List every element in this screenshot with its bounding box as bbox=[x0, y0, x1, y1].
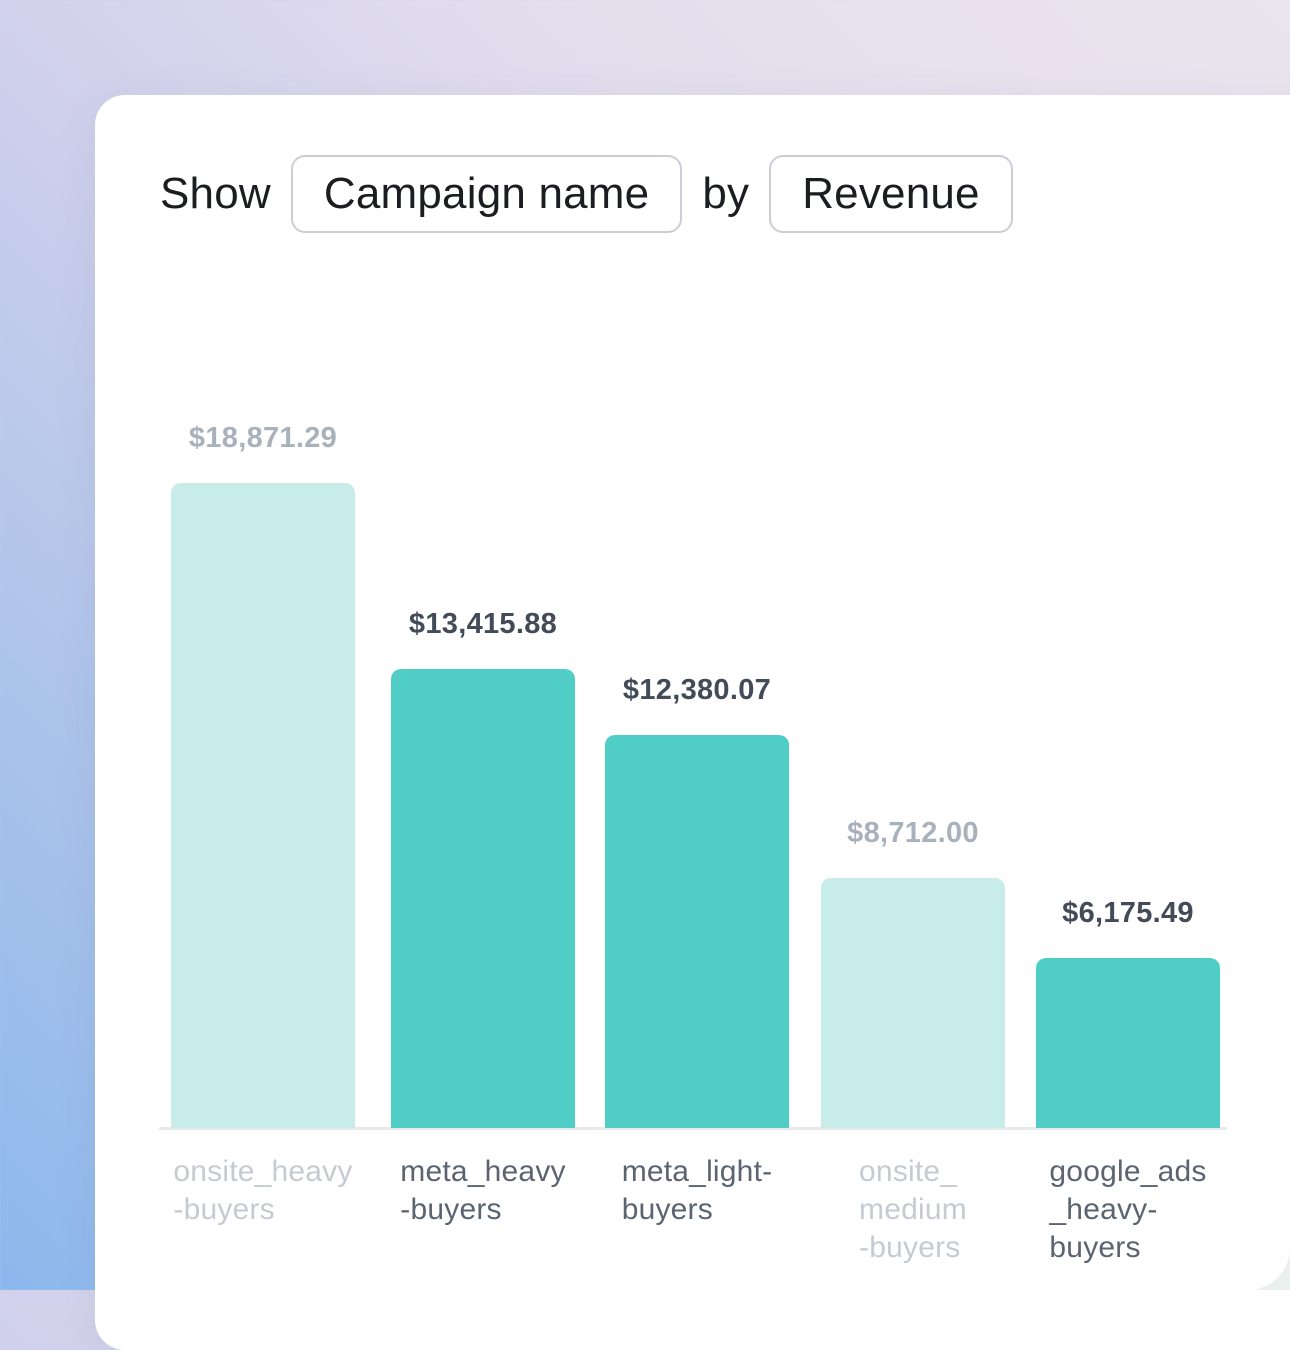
x-axis-label: google_ads _heavy- buyers bbox=[1049, 1155, 1207, 1264]
bar-meta_light-buyers[interactable] bbox=[605, 735, 789, 1128]
metric-select-button[interactable]: Revenue bbox=[769, 155, 1013, 233]
card-corner-notch bbox=[1234, 1234, 1290, 1290]
bar-value-label: $6,175.49 bbox=[1062, 897, 1194, 929]
bar-google_ads_heavy-buyers[interactable] bbox=[1036, 958, 1220, 1128]
bar-onsite_medium-buyers[interactable] bbox=[821, 878, 1005, 1128]
x-axis-label: meta_light- buyers bbox=[621, 1155, 773, 1226]
bar-value-label: $18,871.29 bbox=[188, 422, 338, 454]
chart-card: Show Campaign name by Revenue $18,871.29… bbox=[95, 95, 1290, 1350]
dimension-select-button[interactable]: Campaign name bbox=[290, 155, 683, 233]
bar-onsite_heavy-buyers[interactable] bbox=[171, 483, 355, 1128]
x-axis-label-slot: google_ads _heavy- buyers bbox=[1020, 1153, 1236, 1267]
x-axis-label-slot: meta_light- buyers bbox=[589, 1153, 805, 1229]
bar-meta_heavy-buyers[interactable] bbox=[391, 669, 575, 1128]
x-axis-label: meta_heavy -buyers bbox=[400, 1155, 566, 1226]
bar-value-label: $12,380.07 bbox=[622, 674, 772, 706]
chart-controls: Show Campaign name by Revenue bbox=[160, 155, 1013, 233]
bar-value-label: $8,712.00 bbox=[847, 817, 979, 849]
x-axis-label-slot: meta_heavy -buyers bbox=[375, 1153, 591, 1229]
x-axis-label-slot: onsite_heavy -buyers bbox=[155, 1153, 371, 1229]
by-label: by bbox=[702, 169, 750, 218]
x-axis-label-slot: onsite_ medium -buyers bbox=[805, 1153, 1021, 1267]
show-label: Show bbox=[160, 169, 271, 218]
x-axis-line bbox=[159, 1127, 1227, 1130]
x-axis-label: onsite_ medium -buyers bbox=[859, 1155, 967, 1264]
bar-value-label: $13,415.88 bbox=[408, 608, 558, 640]
x-axis-label: onsite_heavy -buyers bbox=[173, 1155, 353, 1226]
bar-chart-plot: $18,871.29 $13,415.88 $12,380.07 $8,712.00 $… bbox=[95, 95, 1290, 1130]
